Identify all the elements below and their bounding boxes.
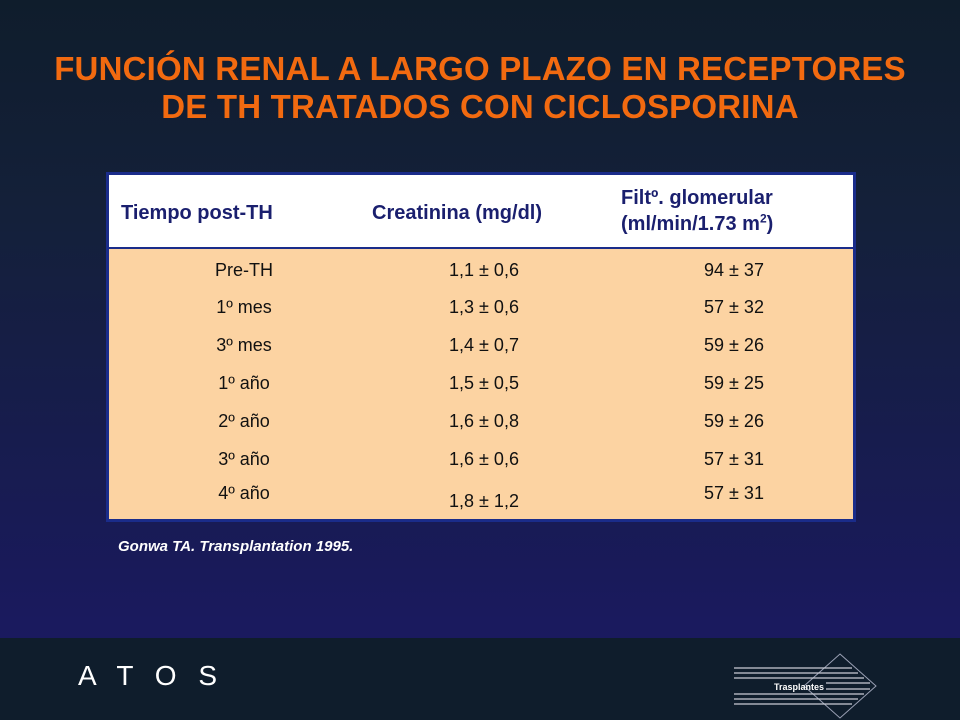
- renal-function-table: Tiempo post-TH Creatinina (mg/dl) Filtº.…: [106, 172, 856, 522]
- cell-gfr: 59 ± 26: [704, 335, 764, 355]
- header-gfr-unit: (ml/min/1.73 m: [621, 213, 760, 235]
- cell-creatinine: 1,6 ± 0,6: [449, 449, 519, 469]
- table-row: 1º año 1,5 ± 0,5 59 ± 25: [109, 368, 853, 398]
- cell-time: 1º año: [218, 373, 270, 393]
- footer-bar: A T O S Trasplantes: [0, 638, 960, 720]
- header-gfr: Filtº. glomerular (ml/min/1.73 m2): [621, 185, 773, 237]
- cell-creatinine: 1,4 ± 0,7: [449, 335, 519, 355]
- table-header: Tiempo post-TH Creatinina (mg/dl) Filtº.…: [109, 175, 853, 249]
- cell-time: 3º año: [218, 449, 270, 469]
- header-gfr-superscript: 2: [759, 211, 767, 226]
- header-time: Tiempo post-TH: [121, 202, 273, 224]
- cell-time: 4º año: [218, 483, 270, 503]
- cell-gfr: 57 ± 31: [704, 483, 764, 503]
- slide-title-line-1: FUNCIÓN RENAL A LARGO PLAZO EN RECEPTORE…: [54, 50, 906, 87]
- citation: Gonwa TA. Transplantation 1995.: [118, 538, 354, 555]
- cell-gfr: 59 ± 25: [704, 373, 764, 393]
- cell-gfr: 94 ± 37: [704, 260, 764, 280]
- header-creatinine: Creatinina (mg/dl): [372, 202, 543, 224]
- cell-time: 1º mes: [216, 297, 272, 317]
- cell-gfr: 57 ± 31: [704, 449, 764, 469]
- header-gfr-close: ): [766, 213, 774, 235]
- table-row: 2º año 1,6 ± 0,8 59 ± 26: [109, 406, 853, 436]
- cell-time: 2º año: [218, 411, 270, 431]
- slide-title: FUNCIÓN RENAL A LARGO PLAZO EN RECEPTORE…: [0, 50, 960, 126]
- atos-brand: A T O S: [78, 660, 225, 691]
- table-row: 1º mes 1,3 ± 0,6 57 ± 32: [109, 292, 853, 322]
- cell-creatinine: 1,5 ± 0,5: [449, 373, 519, 393]
- logo-label: Trasplantes: [774, 682, 824, 692]
- table-row: 3º mes 1,4 ± 0,7 59 ± 26: [109, 330, 853, 360]
- table-row: Pre-TH 1,1 ± 0,6 94 ± 37: [109, 255, 853, 285]
- cell-creatinine: 1,8 ± 1,2: [449, 491, 519, 511]
- table-row: 3º año 1,6 ± 0,6 57 ± 31: [109, 444, 853, 474]
- cell-gfr: 57 ± 32: [704, 297, 764, 317]
- cell-creatinine: 1,1 ± 0,6: [449, 260, 519, 280]
- header-gfr-line-2: (ml/min/1.73 m2): [621, 211, 773, 237]
- slide-title-line-2: DE TH TRATADOS CON CICLOSPORINA: [161, 88, 799, 125]
- cell-gfr: 59 ± 26: [704, 411, 764, 431]
- cell-creatinine: 1,6 ± 0,8: [449, 411, 519, 431]
- cell-creatinine: 1,3 ± 0,6: [449, 297, 519, 317]
- trasplantes-logo: Trasplantes: [734, 653, 877, 719]
- header-gfr-line-1: Filtº. glomerular: [621, 187, 773, 209]
- cell-time: 3º mes: [216, 335, 272, 355]
- cell-time: Pre-TH: [215, 260, 273, 280]
- table-row: 4º año 1,8 ± 1,2 57 ± 31: [109, 482, 853, 512]
